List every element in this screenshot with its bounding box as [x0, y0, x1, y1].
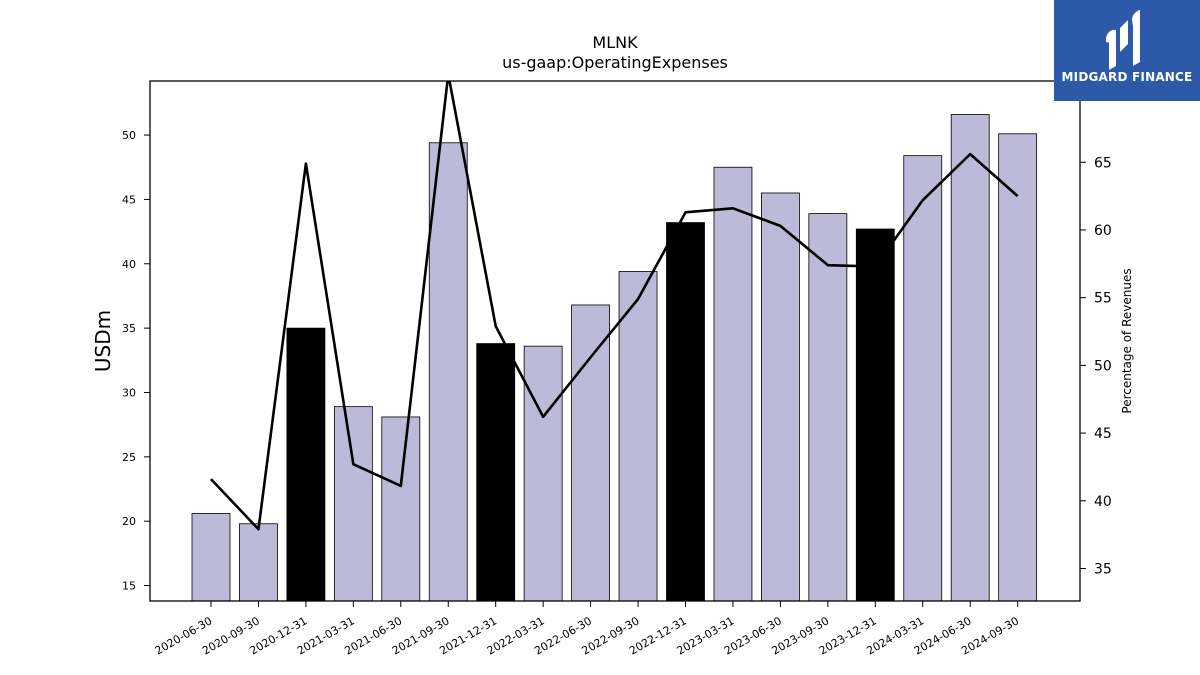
y-tick-label: 30: [122, 386, 136, 399]
bar-2023-06-30: [761, 192, 800, 602]
chart-title: MLNK: [592, 33, 638, 52]
y2-tick-label: 50: [1094, 358, 1112, 374]
bar-2020-12-31: [286, 327, 326, 602]
bar-2023-12-31: [855, 228, 895, 602]
logo-text: MIDGARD FINANCE: [1061, 70, 1193, 84]
bar-2020-09-30: [239, 523, 278, 602]
y-axis-label: USDm: [91, 310, 115, 372]
bar-2024-09-30: [998, 133, 1038, 602]
midgard-finance-logo: MIDGARD FINANCE: [1054, 0, 1200, 101]
y-tick-label: 40: [122, 258, 136, 271]
plot-frame: [149, 80, 1081, 602]
y2-tick-label: 65: [1094, 155, 1112, 171]
y2-tick-label: 60: [1094, 223, 1112, 239]
bar-2021-12-31: [476, 343, 516, 602]
bar-2023-03-31: [713, 166, 753, 602]
bar-2024-06-30: [950, 114, 990, 602]
y2-axis-label: Percentage of Revenues: [1120, 268, 1134, 413]
bar-2021-06-30: [381, 416, 421, 602]
bar-2023-09-30: [808, 213, 848, 602]
y-tick-label: 15: [122, 580, 136, 593]
bar-2021-09-30: [428, 142, 468, 602]
y2-tick-label: 45: [1094, 426, 1112, 442]
y2-tick-label: 35: [1094, 562, 1112, 578]
bar-2021-03-31: [333, 406, 373, 602]
bar-2022-03-31: [523, 345, 563, 602]
y-tick-label: 45: [122, 193, 136, 206]
bar-2020-06-30: [191, 513, 231, 602]
percentage-line: [210, 81, 1019, 531]
y2-tick-label: 55: [1094, 291, 1112, 307]
y2-tick-label: 40: [1094, 494, 1112, 510]
y-tick-label: 25: [122, 451, 136, 464]
y-tick-label: 35: [122, 322, 136, 335]
bar-2024-03-31: [903, 155, 943, 602]
y-tick-label: 20: [122, 515, 136, 528]
chart-subtitle: us-gaap:OperatingExpenses: [502, 53, 728, 72]
bar-2022-12-31: [666, 222, 705, 602]
logo-mark-icon: [1106, 10, 1140, 70]
y-tick-label: 50: [122, 129, 136, 142]
bar-2022-09-30: [618, 271, 658, 602]
bar-2022-06-30: [571, 304, 610, 602]
